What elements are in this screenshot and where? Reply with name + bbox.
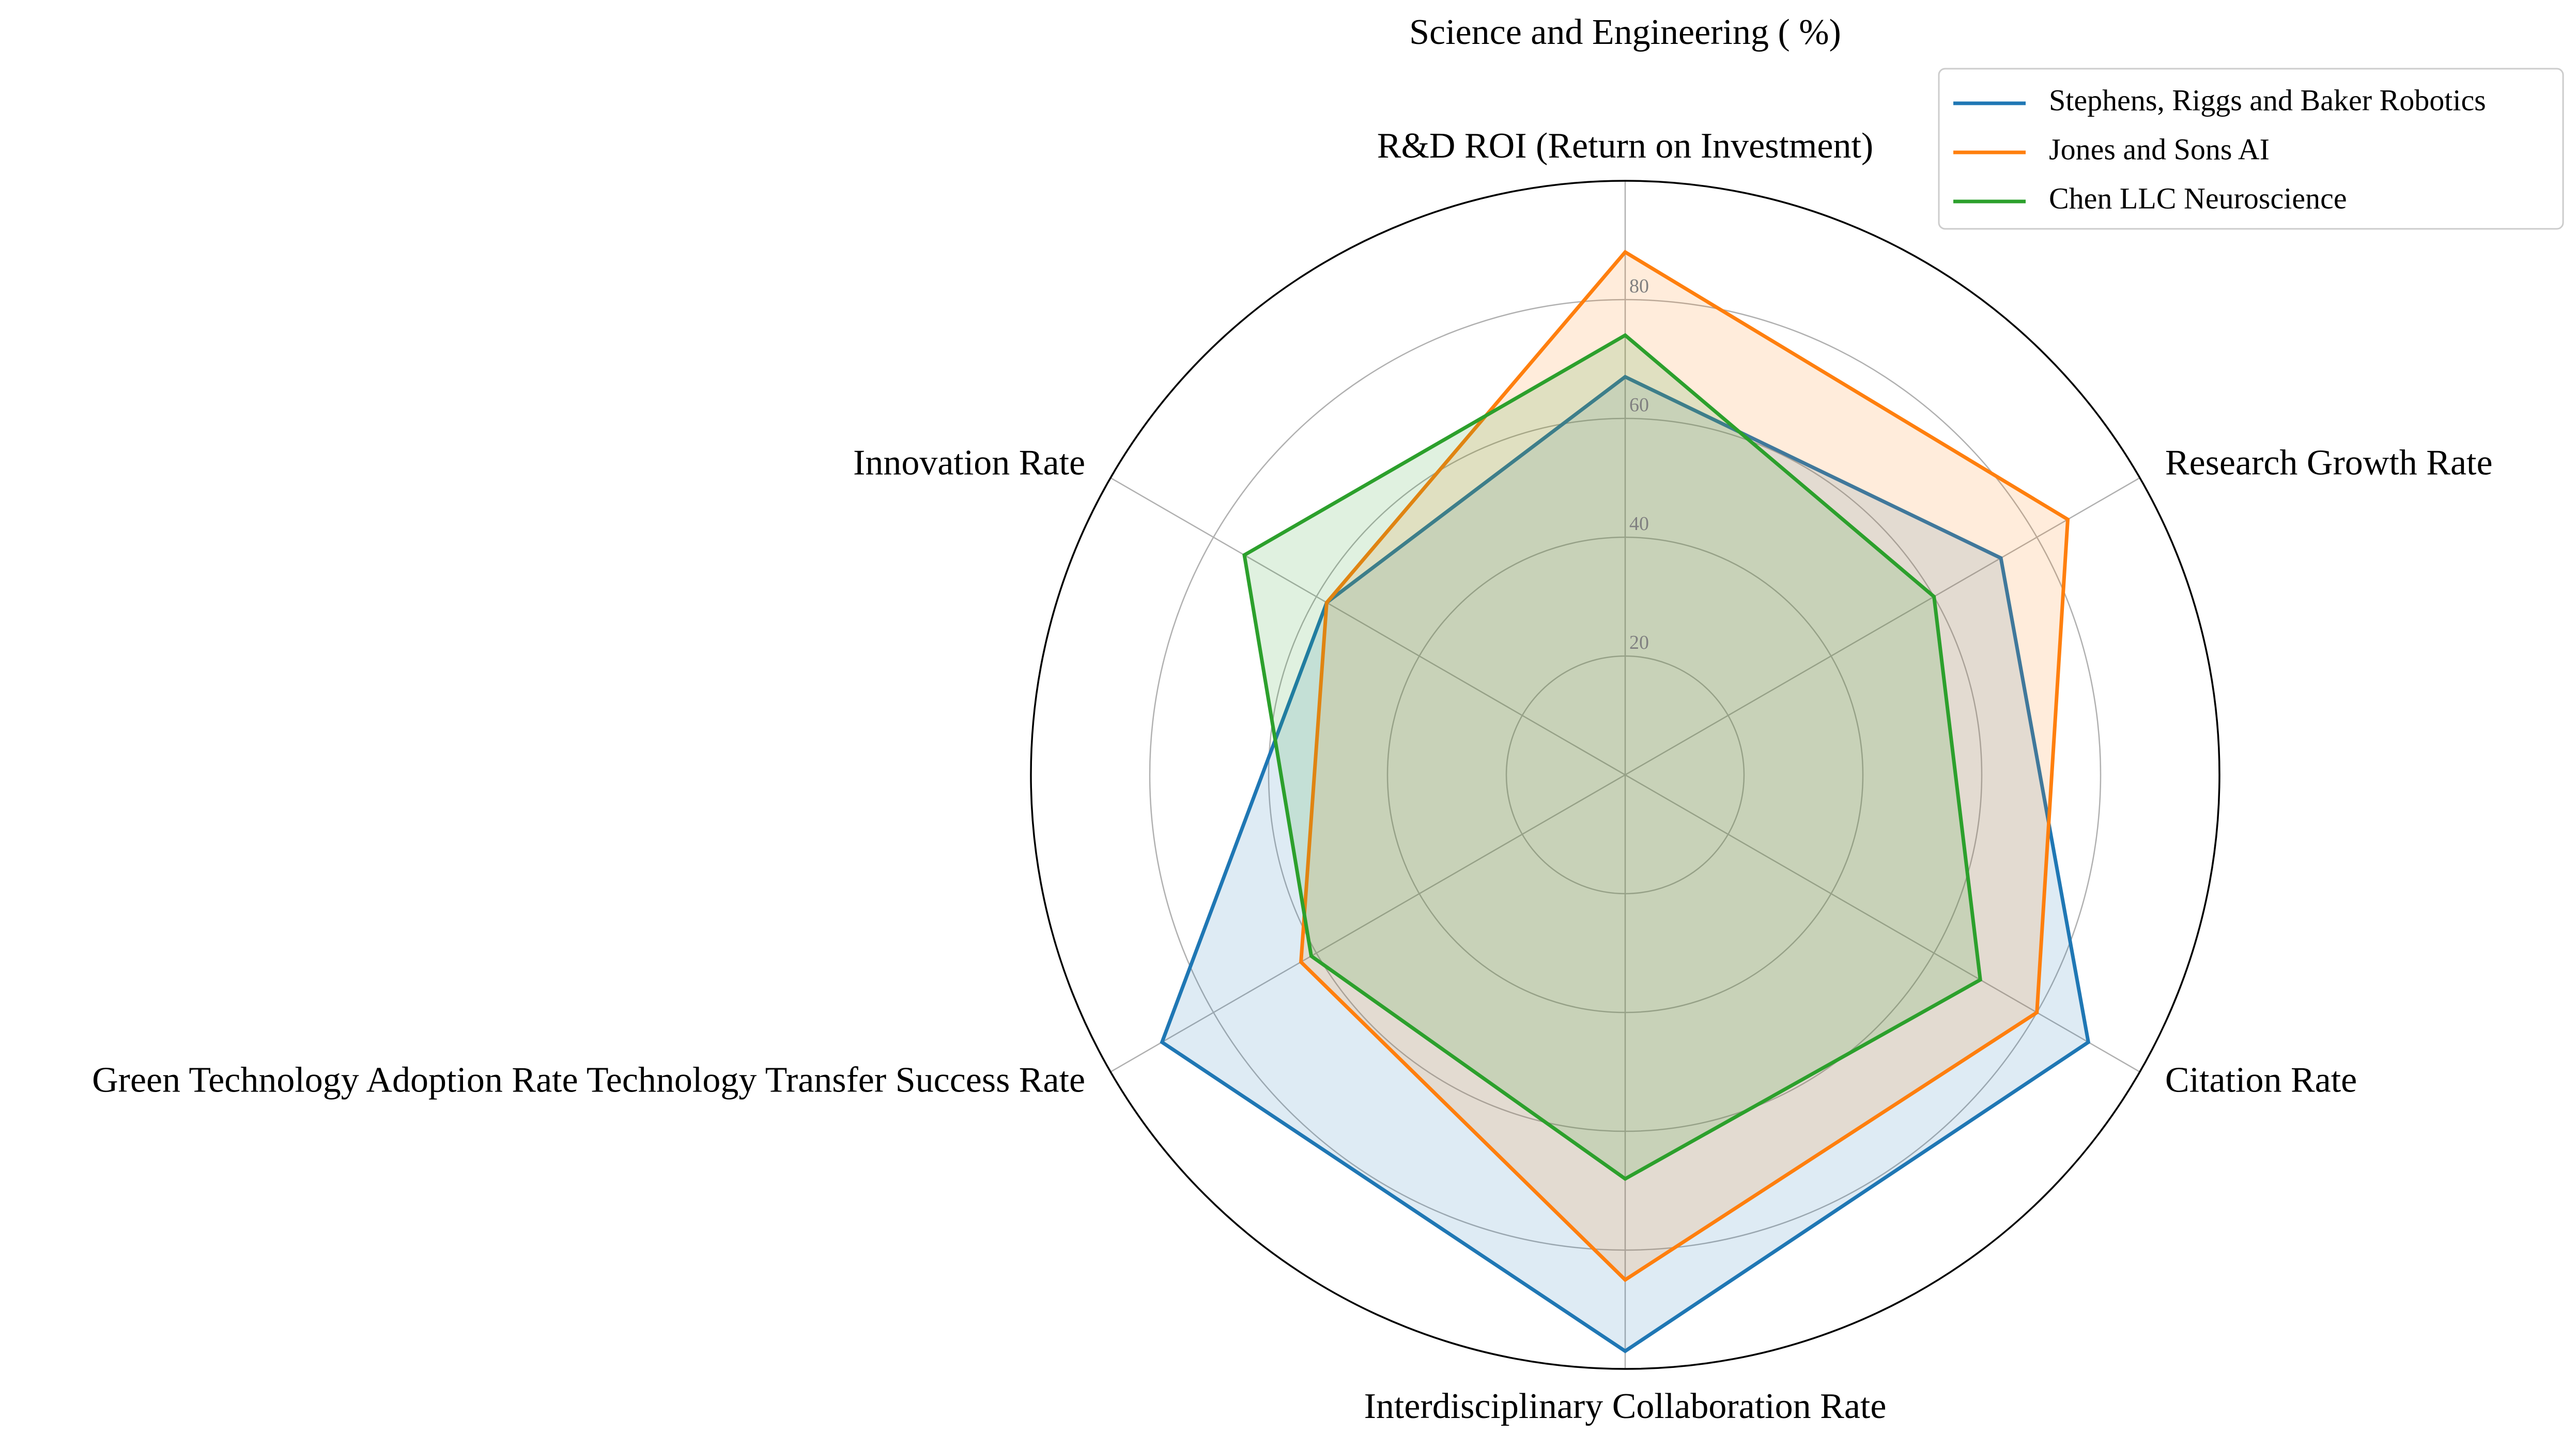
legend-entry: Stephens, Riggs and Baker Robotics [2049,83,2486,117]
grid-spoke [1110,477,1626,776]
legend: Stephens, Riggs and Baker Robotics Jones … [1938,68,2564,230]
axis-label: Interdisciplinary Collaboration Rate [1364,1386,1887,1426]
radial-tick-label: 60 [1629,394,1649,416]
axis-label: Citation Rate [2165,1061,2357,1100]
axis-label: Green Technology Adoption Rate Technolog… [92,1061,1085,1100]
series-line [1299,250,2070,1282]
chart-title: Science and Engineering ( %) [1409,12,1841,52]
radial-tick-labels: 20 40 60 80 [1629,275,1649,653]
grid-spoke [1625,477,2140,776]
legend-entry: Chen LLC Neuroscience [2049,181,2347,215]
series-line [1242,333,1982,1181]
radial-tick-label: 20 [1629,632,1649,653]
grid-spoke [1110,774,1626,1073]
outer-frame [1030,180,2220,1370]
axis-labels: R&D ROI (Return on Investment) Research G… [92,126,2492,1426]
grid-spoke [1625,774,2140,1073]
radial-tick-label: 40 [1629,513,1649,535]
legend-entry: Jones and Sons AI [2049,132,2270,166]
radar-grid [1030,180,2220,1370]
axis-label: R&D ROI (Return on Investment) [1377,126,1873,166]
series-area [1244,335,1981,1179]
series-area [1162,377,2089,1351]
radar-series [1160,250,2091,1353]
radial-tick-label: 80 [1629,275,1649,297]
axis-label: Innovation Rate [853,443,1085,483]
axis-label: Research Growth Rate [2165,443,2493,483]
series-area [1301,252,2068,1280]
legend-box [1938,68,2564,230]
